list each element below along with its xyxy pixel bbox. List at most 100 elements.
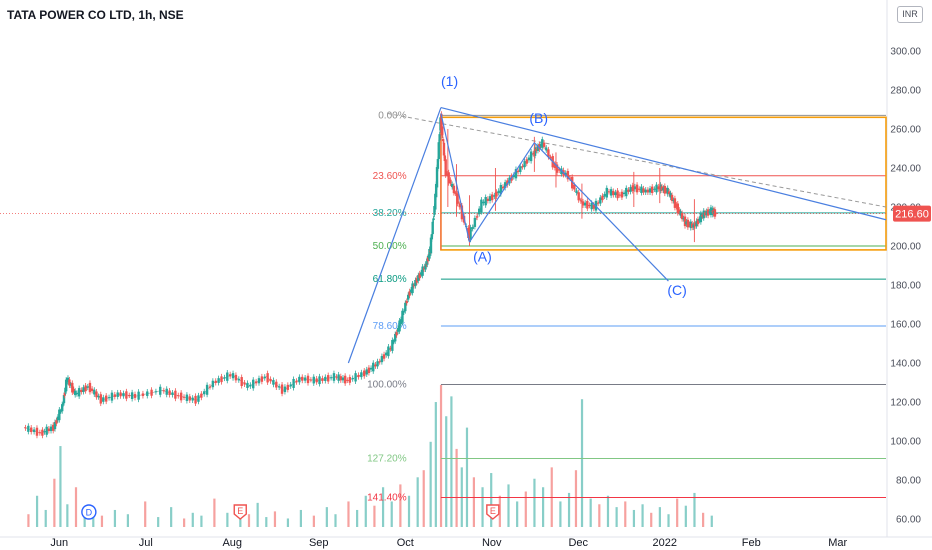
candle-body [663,185,667,194]
volume-bar [641,504,644,527]
volume-bar [191,512,194,527]
candle-body [321,378,324,382]
candle-body [417,275,420,281]
candle-body [433,206,436,215]
candle-body [431,221,434,235]
candle-body [683,216,687,227]
volume-bar [83,512,86,527]
volume-bar [100,515,104,527]
volume-bar [416,477,419,527]
volume-bar [200,515,203,527]
candle-body [575,190,578,193]
price-axis-tick: 80.00 [896,476,921,487]
candle-body [376,361,379,367]
candle-body [452,185,456,194]
price-axis-tick: 280.00 [890,86,921,97]
volume-bar [507,484,510,527]
candle-body [298,376,301,383]
earnings-marker[interactable] [233,504,247,520]
candle-body [269,378,272,382]
candle-body [676,203,679,214]
time-axis-tick: Oct [397,537,414,549]
volume-bar [226,512,229,527]
candle-body [642,188,645,193]
candle-body [64,379,68,392]
candle-body [395,332,398,336]
candle-body [97,396,100,398]
fib-level-label: 100.00% [367,379,407,390]
candle-body [549,157,552,159]
fib-level-label: 50.00% [373,241,407,252]
candle-body [61,404,64,412]
candle-body [493,195,496,197]
candle-body [545,147,548,151]
candle-body [422,268,426,270]
candle-body [391,339,394,351]
candle-body [680,213,684,220]
candle-body [275,381,278,388]
time-axis-tick: Aug [222,537,242,549]
candle-body [424,263,427,270]
volume-bar [498,495,501,527]
time-axis-tick: Feb [742,537,761,549]
time-axis-tick: 2022 [653,537,677,549]
volume-bar [213,498,216,527]
candle-body [277,386,281,388]
candle-body [217,378,220,383]
volume-bar [356,509,359,527]
volume-bar [490,473,493,527]
wave-label: (1) [441,73,458,89]
volume-bar [74,487,78,527]
candle-body [605,187,608,198]
candle-body [669,193,672,198]
candle-body [701,214,704,217]
candle-body [662,187,665,191]
dividend-marker[interactable] [81,504,97,520]
candle-body [119,392,122,397]
candle-body [443,155,447,162]
price-axis-tick: 60.00 [896,515,921,526]
candle-body [430,234,434,240]
candle-body [434,193,437,210]
candle-body [231,373,235,379]
candle-body [478,208,481,215]
candle-body [260,376,264,382]
candle-body [24,427,27,429]
candle-body [38,432,42,434]
candle-body [693,224,697,227]
candle-body [434,183,438,198]
candle-body [527,157,531,161]
volume-bar [533,478,536,527]
volume-bar [693,492,696,527]
candle-body [32,429,36,433]
candle-body [616,190,619,199]
earnings-marker[interactable] [486,504,500,520]
candle-body [280,384,284,394]
candle-body [326,375,330,382]
price-axis-tick: 160.00 [890,320,921,331]
candle-body [80,389,83,393]
candle-body [644,189,647,193]
candle-body [638,188,641,190]
candle-body [426,256,430,262]
candle-body [408,291,411,296]
candle-body [659,184,662,192]
candle-body [122,393,125,397]
time-axis-tick: Nov [482,537,502,549]
volume-bar [455,448,458,527]
candle-body [51,424,55,431]
time-axis: Jun Jul Aug Sep Oct Nov Dec 2022 Feb Mar [50,537,847,549]
candle-body [696,219,700,225]
price-axis-tick: 240.00 [890,164,921,175]
candle-body [84,385,87,392]
volume-bar [542,487,545,527]
volume-bar [632,509,636,527]
candle-body [506,180,509,186]
volume-bar [624,501,627,527]
volume-bar [472,477,475,527]
candle-body [63,393,66,396]
currency-button[interactable]: INR [897,6,923,23]
candle-body [713,209,717,217]
